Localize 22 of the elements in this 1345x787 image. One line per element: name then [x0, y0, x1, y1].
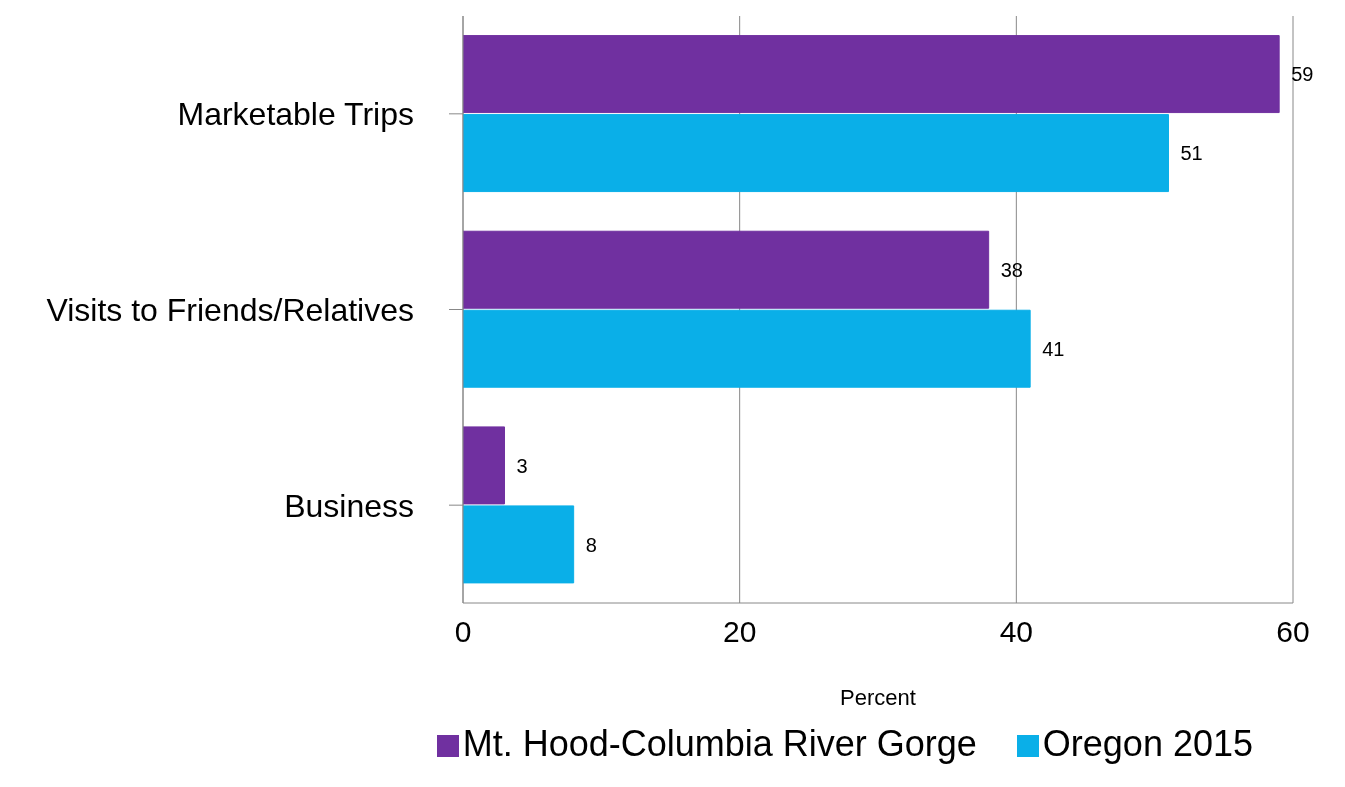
legend-label: Oregon 2015 — [1042, 723, 1253, 764]
y-tick-label: Visits to Friends/Relatives — [46, 291, 414, 328]
x-tick-label: 0 — [454, 615, 472, 649]
data-label: 3 — [516, 454, 528, 477]
bar — [463, 35, 1280, 114]
x-tick-label: 40 — [999, 615, 1034, 649]
bar — [463, 230, 990, 309]
legend-label: Mt. Hood-Columbia River Gorge — [462, 723, 977, 764]
x-tick-label: 60 — [1276, 615, 1310, 649]
bar — [463, 114, 1169, 193]
data-label: 38 — [1000, 258, 1023, 281]
bar — [463, 426, 505, 505]
data-label: 59 — [1291, 63, 1314, 86]
x-axis-title: Percent — [840, 685, 916, 710]
y-tick-label: Business — [284, 487, 414, 524]
bar — [463, 505, 575, 584]
data-label: 51 — [1180, 142, 1203, 165]
x-tick-label: 20 — [722, 615, 757, 649]
y-tick-label: Marketable Trips — [177, 96, 414, 133]
bar — [463, 309, 1031, 388]
data-label: 41 — [1042, 337, 1065, 360]
data-label: 8 — [585, 533, 597, 556]
